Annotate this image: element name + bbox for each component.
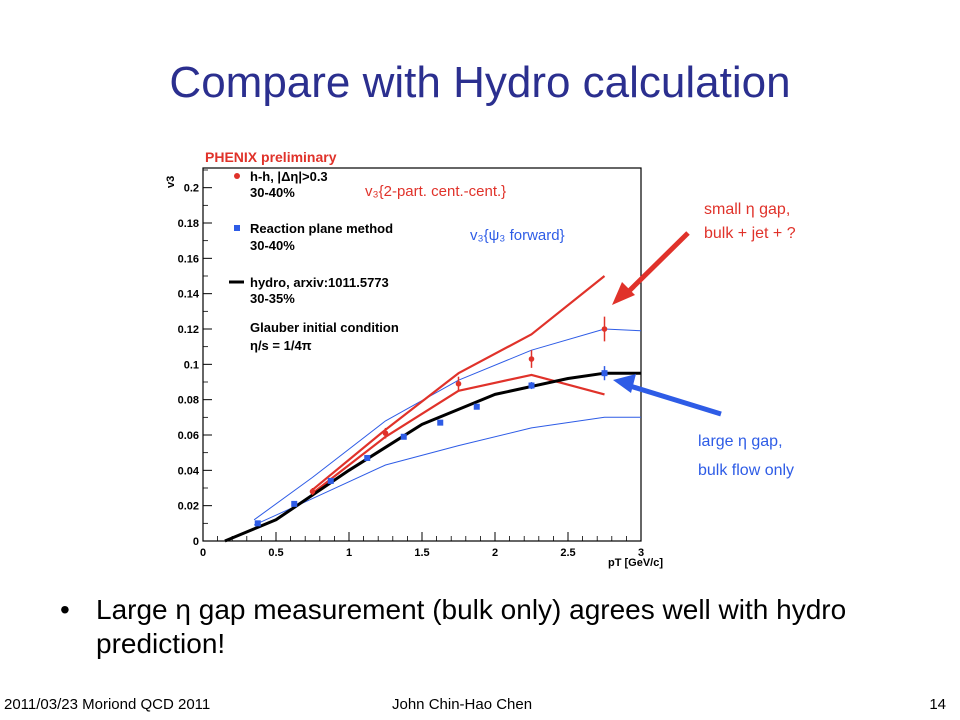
x-tick-label: 2.5: [560, 547, 575, 559]
x-tick-label: 0.5: [268, 547, 283, 559]
blue-data-point: [528, 382, 535, 389]
red-arrow-shaft: [622, 231, 690, 298]
blue-arrow-shaft: [629, 383, 722, 417]
blue-data-point: [601, 370, 608, 377]
slide-number: 14: [929, 696, 946, 713]
y-tick-label: 0.12: [178, 324, 199, 336]
y-tick-label: 0.08: [178, 395, 199, 407]
y-axis-label: v3: [165, 176, 177, 188]
large-gap-annotation: bulk flow only: [698, 462, 794, 479]
legend-sub: 30-40%: [250, 185, 295, 200]
large-gap-annotation: large η gap,: [698, 433, 783, 450]
y-tick-label: 0.1: [184, 359, 199, 371]
blue-data-point: [437, 419, 444, 426]
hydro-curve: [224, 371, 641, 543]
y-tick-label: 0.2: [184, 183, 199, 195]
footer-date-event: 2011/03/23 Moriond QCD 2011: [4, 696, 211, 713]
plot-frame: [202, 167, 642, 542]
legend-red-marker: [234, 173, 240, 179]
blue-data-point: [254, 520, 261, 527]
y-tick-label: 0.04: [178, 465, 200, 477]
blue-arrow-head: [613, 374, 636, 393]
y-tick-label: 0.18: [178, 218, 199, 230]
slide-title: Compare with Hydro calculation: [169, 58, 791, 107]
blue-data-point: [364, 454, 371, 461]
legend-sub: 30-40%: [250, 238, 295, 253]
red-data-point: [382, 430, 389, 437]
blue-data-point: [400, 433, 407, 440]
legend-label: h-h, |Δη|>0.3: [250, 169, 328, 184]
y-tick-label: 0.02: [178, 501, 199, 513]
x-tick-label: 0: [200, 547, 206, 559]
red-data-point: [528, 356, 535, 362]
x-axis-label: pT [GeV/c]: [608, 557, 663, 569]
x-tick-label: 3: [638, 547, 644, 559]
blue-band-lower-line: [253, 416, 641, 526]
blue-data-point: [291, 500, 298, 507]
blue-data-point: [327, 477, 334, 484]
chart-title: PHENIX preliminary: [205, 149, 337, 165]
legend-label: Reaction plane method: [250, 221, 393, 236]
bullet-text: Large η gap measurement (bulk only) agre…: [96, 594, 847, 659]
x-tick-label: 1.5: [414, 547, 429, 559]
red-data-point: [455, 380, 462, 387]
y-tick-label: 0.06: [178, 430, 199, 442]
red-band-upper-line: [311, 275, 606, 491]
red-data-point: [309, 488, 316, 495]
x-tick-label: 1: [346, 547, 352, 559]
small-gap-annotation: small η gap,: [704, 201, 790, 218]
legend-blue-marker: [234, 225, 240, 231]
bullet-dot: •: [60, 594, 70, 625]
legend-sub: 30-35%: [250, 291, 295, 306]
red-arrow-head: [612, 282, 635, 305]
y-tick-label: 0.14: [178, 289, 200, 301]
x-tick-label: 2: [492, 547, 498, 559]
blue-data-point: [473, 403, 480, 410]
footer-author: John Chin-Hao Chen: [392, 696, 533, 713]
blue-series-inner-label: v₃{ψ₃ forward}: [470, 227, 565, 244]
plot-note: η/s = 1/4π: [250, 338, 312, 353]
small-gap-annotation: bulk + jet + ?: [704, 225, 796, 242]
red-data-point: [601, 326, 608, 332]
y-tick-label: 0.16: [178, 253, 199, 265]
legend-label: hydro, arxiv:1011.5773: [250, 275, 389, 290]
plot-note: Glauber initial condition: [250, 320, 399, 335]
red-series-inner-label: v₃{2-part. cent.-cent.}: [365, 183, 506, 200]
y-tick-label: 0: [193, 536, 199, 548]
